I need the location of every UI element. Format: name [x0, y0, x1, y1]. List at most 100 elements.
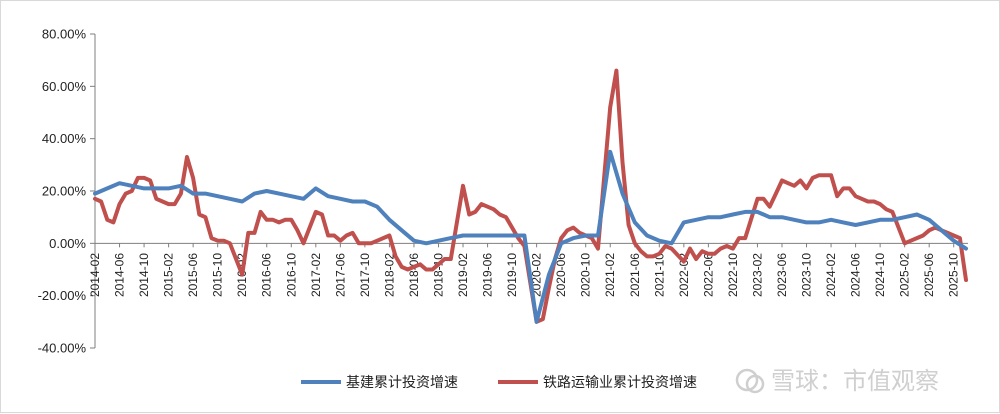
- data-point: [155, 197, 158, 200]
- data-point: [780, 179, 784, 182]
- data-point: [130, 184, 133, 187]
- x-tick-label: 2018-02: [382, 253, 396, 297]
- data-point: [112, 221, 115, 224]
- data-point: [400, 265, 403, 269]
- x-tick-label: 2022-02: [677, 253, 691, 297]
- data-point: [474, 234, 477, 237]
- data-point: [437, 239, 440, 242]
- data-point: [707, 252, 710, 255]
- data-point: [866, 200, 870, 203]
- x-tick-label: 2021-10: [652, 253, 666, 297]
- data-point: [173, 202, 176, 206]
- data-point: [848, 187, 851, 190]
- data-point: [191, 176, 195, 180]
- data-point: [326, 195, 330, 198]
- data-point: [431, 268, 434, 271]
- data-point: [762, 197, 765, 200]
- data-point: [572, 226, 575, 229]
- data-point: [333, 234, 336, 237]
- x-tick-label: 2021-02: [603, 253, 617, 297]
- x-tick-label: 2025-06: [922, 253, 936, 297]
- data-point: [915, 213, 919, 216]
- series-lines: [93, 68, 968, 324]
- data-point: [523, 234, 526, 237]
- data-point: [744, 236, 747, 240]
- data-point: [425, 268, 428, 271]
- data-point: [842, 221, 845, 224]
- x-tick-label: 2025-02: [898, 253, 912, 297]
- data-point: [688, 247, 692, 250]
- data-point: [817, 221, 820, 224]
- y-tick-label: 20.00%: [42, 184, 87, 199]
- data-point: [480, 202, 483, 206]
- data-point: [670, 242, 673, 245]
- data-point: [185, 155, 189, 159]
- data-point: [885, 208, 888, 211]
- x-tick-label: 2019-10: [505, 253, 519, 297]
- data-point: [909, 239, 912, 242]
- data-point: [394, 255, 397, 258]
- data-point: [498, 213, 501, 216]
- data-point: [701, 250, 704, 253]
- data-point: [829, 218, 833, 221]
- data-point: [915, 236, 919, 240]
- data-point: [130, 189, 133, 193]
- data-point: [805, 187, 808, 190]
- x-tick-label: 2025-10: [947, 253, 961, 297]
- data-point: [780, 216, 784, 219]
- data-point: [609, 150, 612, 153]
- data-point: [731, 247, 735, 250]
- data-point: [633, 242, 636, 245]
- snowball-logo-icon: [735, 368, 765, 394]
- x-tick-label: 2024-06: [849, 253, 863, 297]
- data-point: [296, 229, 299, 232]
- data-point: [93, 192, 97, 195]
- data-point: [363, 242, 367, 245]
- data-point: [682, 260, 685, 263]
- data-point: [492, 208, 495, 211]
- data-point: [106, 218, 109, 221]
- data-point: [958, 236, 962, 240]
- data-point: [756, 210, 759, 214]
- data-point: [204, 216, 207, 219]
- data-point: [658, 239, 661, 242]
- data-point: [805, 221, 808, 224]
- data-point: [578, 231, 581, 235]
- data-point: [474, 210, 477, 214]
- data-point: [155, 187, 158, 190]
- y-tick-label: -20.00%: [38, 288, 87, 303]
- data-point: [609, 106, 612, 109]
- data-point: [412, 239, 416, 242]
- watermark-text: 雪球：市值观察: [771, 367, 939, 395]
- x-tick-label: 2016-10: [284, 253, 298, 297]
- data-point: [228, 197, 232, 200]
- data-point: [547, 273, 551, 276]
- data-point: [817, 174, 820, 177]
- x-tick-label: 2022-10: [726, 253, 740, 297]
- data-point: [928, 229, 931, 232]
- x-tick-label: 2024-10: [873, 253, 887, 297]
- data-point: [314, 210, 317, 214]
- x-tick-label: 2018-06: [407, 253, 421, 297]
- y-tick-label: -40.00%: [38, 341, 87, 356]
- data-point: [627, 223, 630, 227]
- x-tick-label: 2019-02: [456, 253, 470, 297]
- data-point: [952, 234, 955, 237]
- data-point: [731, 213, 735, 216]
- data-point: [326, 234, 330, 237]
- data-point: [658, 252, 661, 255]
- data-point: [191, 192, 195, 195]
- data-point: [339, 197, 342, 200]
- data-point: [866, 221, 870, 224]
- data-point: [793, 218, 796, 221]
- data-point: [535, 320, 538, 323]
- data-point: [952, 239, 955, 242]
- data-point: [99, 200, 103, 203]
- data-point: [891, 218, 894, 221]
- data-point: [744, 210, 747, 214]
- data-point: [388, 234, 391, 237]
- data-point: [547, 286, 551, 289]
- x-axis-ticks: 2014-02 2014-06 2014-10 2015-02 2015-06 2015-…: [88, 243, 961, 297]
- x-tick-label: 2022-06: [701, 253, 715, 297]
